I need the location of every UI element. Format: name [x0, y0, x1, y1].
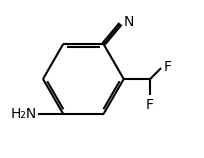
Text: F: F: [164, 60, 172, 74]
Text: F: F: [146, 98, 154, 112]
Text: N: N: [124, 15, 134, 29]
Text: H₂N: H₂N: [11, 107, 37, 121]
